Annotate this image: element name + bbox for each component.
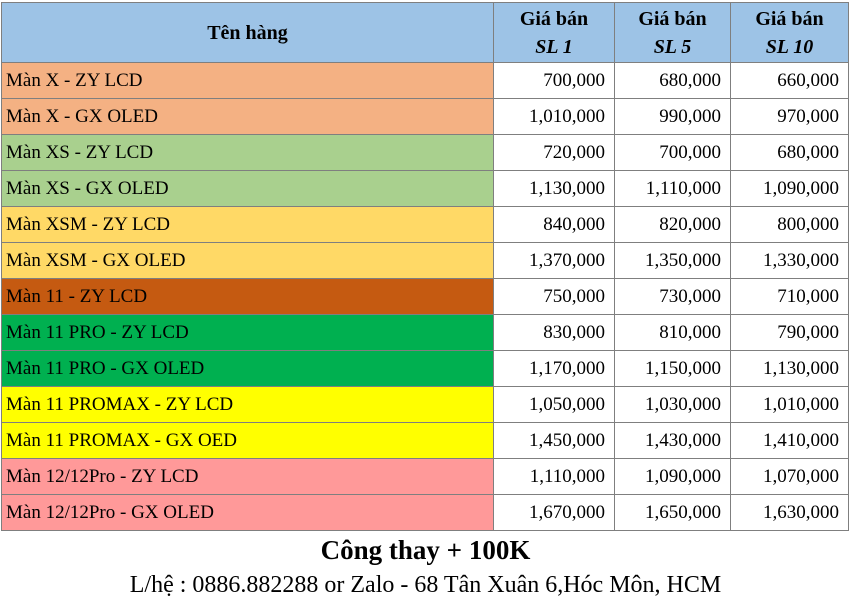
price-sl1-cell: 1,170,000 (493, 350, 615, 387)
price-header-label: Giá bán (638, 7, 707, 30)
price-sl1-cell: 1,050,000 (493, 386, 615, 423)
price-sl1-cell: 720,000 (493, 134, 615, 171)
price-sl5-cell: 1,030,000 (614, 386, 731, 423)
quantity-label: SL 1 (535, 35, 573, 58)
product-name-cell: Màn 11 PRO - ZY LCD (1, 314, 494, 351)
price-sl1-header: Giá bán SL 1 (493, 2, 615, 63)
table-row: Màn X - ZY LCD 700,000 680,000 660,000 (1, 62, 849, 99)
product-name-header: Tên hàng (1, 2, 494, 63)
price-sl10-cell: 1,090,000 (730, 170, 849, 207)
price-sl10-cell: 800,000 (730, 206, 849, 243)
price-sl5-cell: 1,650,000 (614, 494, 731, 531)
price-sl10-header: Giá bán SL 10 (730, 2, 849, 63)
labor-fee-note: Công thay + 100K (320, 535, 531, 565)
product-name-cell: Màn 12/12Pro - GX OLED (1, 494, 494, 531)
price-sl10-cell: 710,000 (730, 278, 849, 315)
price-sl5-header: Giá bán SL 5 (614, 2, 731, 63)
product-name-cell: Màn X - ZY LCD (1, 62, 494, 99)
product-name-cell: Màn 11 - ZY LCD (1, 278, 494, 315)
price-sl1-cell: 1,370,000 (493, 242, 615, 279)
price-sl1-cell: 1,450,000 (493, 422, 615, 459)
table-row: Màn 11 PRO - ZY LCD 830,000 810,000 790,000 (1, 314, 849, 351)
price-sl5-cell: 1,110,000 (614, 170, 731, 207)
price-sl5-cell: 990,000 (614, 98, 731, 135)
product-name-cell: Màn XSM - GX OLED (1, 242, 494, 279)
price-sl1-cell: 700,000 (493, 62, 615, 99)
price-sl5-cell: 810,000 (614, 314, 731, 351)
price-table: Tên hàng Giá bán SL 1 Giá bán SL 5 Giá b… (1, 2, 849, 531)
contact-info: L/hệ : 0886.882288 or Zalo - 68 Tân Xuân… (129, 572, 722, 598)
price-sl1-cell: 840,000 (493, 206, 615, 243)
header-row: Tên hàng Giá bán SL 1 Giá bán SL 5 Giá b… (1, 2, 849, 63)
price-sl5-cell: 700,000 (614, 134, 731, 171)
price-sl10-cell: 1,330,000 (730, 242, 849, 279)
table-row: Màn 11 PRO - GX OLED 1,170,000 1,150,000 1,… (1, 350, 849, 387)
price-header-label: Giá bán (755, 7, 824, 30)
price-sl10-cell: 1,410,000 (730, 422, 849, 459)
price-sl5-cell: 1,150,000 (614, 350, 731, 387)
table-row: Màn X - GX OLED 1,010,000 990,000 970,000 (1, 98, 849, 135)
price-sl1-cell: 1,010,000 (493, 98, 615, 135)
table-row: Màn 11 PROMAX - GX OED 1,450,000 1,430,000… (1, 422, 849, 459)
price-sl10-cell: 680,000 (730, 134, 849, 171)
table-row: Màn 12/12Pro - ZY LCD 1,110,000 1,090,000 1… (1, 458, 849, 495)
product-name-cell: Màn 11 PROMAX - GX OED (1, 422, 494, 459)
price-sl5-cell: 730,000 (614, 278, 731, 315)
quantity-label: SL 5 (653, 35, 692, 58)
price-sl10-cell: 1,130,000 (730, 350, 849, 387)
price-sl1-cell: 1,130,000 (493, 170, 615, 207)
price-sl1-cell: 1,110,000 (493, 458, 615, 495)
price-sl10-cell: 1,630,000 (730, 494, 849, 531)
product-name-cell: Màn XS - GX OLED (1, 170, 494, 207)
price-sl10-cell: 1,010,000 (730, 386, 849, 423)
table-row: Màn XS - GX OLED 1,130,000 1,110,000 1,090,… (1, 170, 849, 207)
product-name-cell: Màn XS - ZY LCD (1, 134, 494, 171)
quantity-label: SL 10 (765, 35, 814, 58)
price-sl1-cell: 830,000 (493, 314, 615, 351)
price-sl10-cell: 660,000 (730, 62, 849, 99)
price-sl10-cell: 1,070,000 (730, 458, 849, 495)
table-row: Màn 11 - ZY LCD 750,000 730,000 710,000 (1, 278, 849, 315)
price-sl5-cell: 820,000 (614, 206, 731, 243)
table-row: Màn 12/12Pro - GX OLED 1,670,000 1,650,000… (1, 494, 849, 531)
price-sl10-cell: 970,000 (730, 98, 849, 135)
price-sl10-cell: 790,000 (730, 314, 849, 351)
price-sl5-cell: 680,000 (614, 62, 731, 99)
price-sl5-cell: 1,350,000 (614, 242, 731, 279)
price-header-label: Giá bán (519, 7, 589, 30)
product-name-cell: Màn 11 PRO - GX OLED (1, 350, 494, 387)
product-name-cell: Màn 11 PROMAX - ZY LCD (1, 386, 494, 423)
table-row: Màn 11 PROMAX - ZY LCD 1,050,000 1,030,000… (1, 386, 849, 423)
price-sl5-cell: 1,430,000 (614, 422, 731, 459)
product-name-cell: Màn X - GX OLED (1, 98, 494, 135)
product-name-cell: Màn XSM - ZY LCD (1, 206, 494, 243)
table-row: Màn XSM - GX OLED 1,370,000 1,350,000 1,330… (1, 242, 849, 279)
table-row: Màn XS - ZY LCD 720,000 700,000 680,000 (1, 134, 849, 171)
price-sl1-cell: 750,000 (493, 278, 615, 315)
price-sl5-cell: 1,090,000 (614, 458, 731, 495)
table-row: Màn XSM - ZY LCD 840,000 820,000 800,000 (1, 206, 849, 243)
price-sl1-cell: 1,670,000 (493, 494, 615, 531)
product-name-cell: Màn 12/12Pro - ZY LCD (1, 458, 494, 495)
